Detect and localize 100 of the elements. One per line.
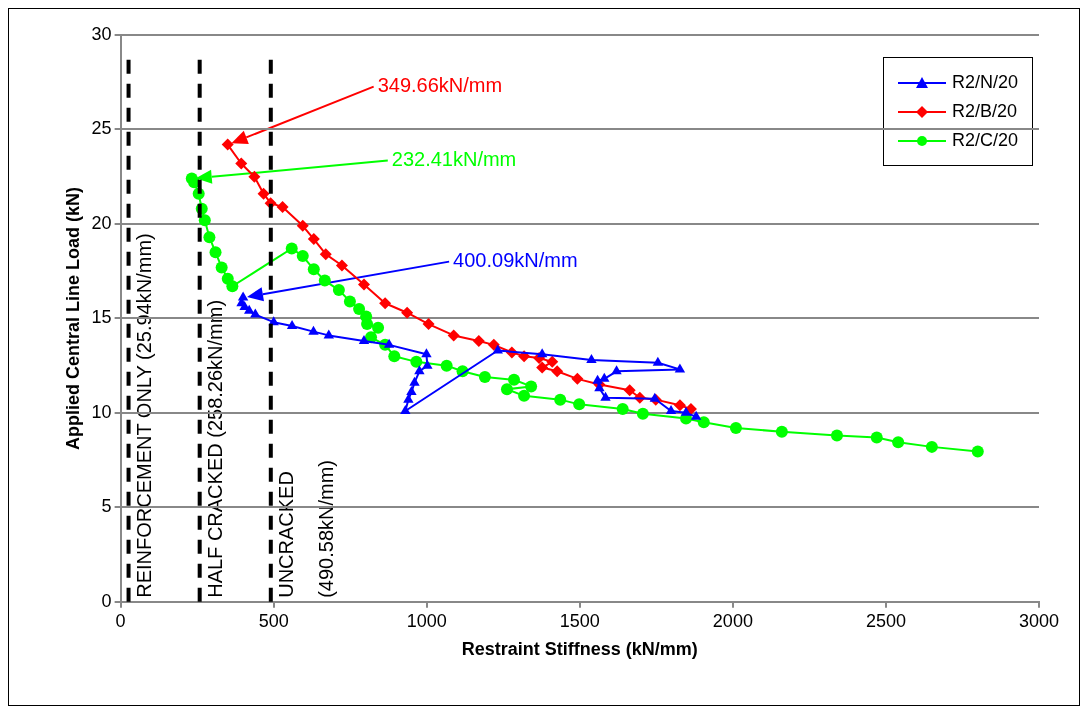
point <box>525 380 538 393</box>
point <box>447 329 460 342</box>
point <box>690 410 702 420</box>
point <box>680 406 692 416</box>
point <box>507 373 520 386</box>
point <box>971 445 984 458</box>
point <box>500 383 513 396</box>
x-tick-label: 1500 <box>559 610 600 631</box>
point <box>319 248 332 261</box>
point <box>198 214 211 227</box>
point <box>573 398 586 411</box>
point <box>518 389 531 402</box>
point <box>636 407 649 420</box>
point <box>409 376 420 386</box>
point <box>536 348 548 358</box>
annotation: 349.66kN/mm <box>377 73 503 96</box>
point <box>215 261 228 274</box>
point <box>296 219 309 232</box>
point <box>487 338 500 351</box>
point <box>307 233 320 246</box>
point <box>244 304 255 314</box>
point <box>248 170 261 183</box>
point <box>775 425 788 438</box>
x-axis-title: Restraint Stiffness (kN/mm) <box>461 639 698 660</box>
point <box>925 440 938 453</box>
y-tick-label: 5 <box>101 496 112 517</box>
point <box>226 280 239 293</box>
point <box>422 359 433 369</box>
point <box>379 297 392 310</box>
annotation: 232.41kN/mm <box>391 147 517 170</box>
point <box>332 284 345 297</box>
y-tick-label: 20 <box>91 212 112 233</box>
y-axis-title: Applied Central Line Load (kN) <box>62 186 83 450</box>
point <box>203 231 216 244</box>
point <box>892 436 905 449</box>
x-tick-label: 2500 <box>865 610 906 631</box>
point <box>318 274 331 287</box>
point <box>209 246 222 259</box>
point <box>422 318 435 331</box>
point <box>221 138 234 151</box>
point <box>357 278 370 291</box>
point <box>406 386 417 396</box>
point <box>410 355 423 368</box>
point <box>729 421 742 434</box>
legend-label: R2/C/20 <box>951 130 1018 151</box>
legend-label: R2/B/20 <box>951 101 1017 122</box>
point <box>343 295 356 308</box>
point <box>870 431 883 444</box>
ref-line-label: HALF CRACKED (258.26kN/mm) <box>203 299 226 598</box>
point <box>554 393 567 406</box>
y-tick-label: 15 <box>91 307 112 328</box>
point <box>536 361 549 374</box>
point <box>388 350 401 363</box>
point <box>478 370 491 383</box>
point <box>652 356 664 366</box>
point <box>674 363 686 373</box>
point <box>383 338 395 348</box>
point <box>286 319 298 329</box>
point <box>551 365 564 378</box>
point <box>665 404 677 414</box>
point <box>257 187 270 200</box>
point <box>372 321 385 334</box>
y-tick-label: 0 <box>101 590 112 611</box>
point <box>697 416 710 429</box>
point <box>285 242 298 255</box>
point <box>308 325 319 335</box>
point <box>358 335 370 345</box>
x-tick-label: 2000 <box>712 610 753 631</box>
point <box>421 348 432 358</box>
x-tick-label: 500 <box>258 610 289 631</box>
point <box>599 372 610 382</box>
point <box>440 359 453 372</box>
ref-line-label: UNCRACKED (490.58kN/mm) <box>275 459 338 598</box>
point <box>335 259 348 272</box>
legend-label: R2/N/20 <box>951 72 1018 93</box>
point <box>400 404 411 414</box>
point <box>401 306 414 319</box>
point <box>276 200 289 213</box>
point <box>546 355 559 368</box>
x-tick-label: 0 <box>115 610 126 631</box>
point <box>616 403 629 416</box>
point <box>353 302 366 315</box>
point <box>414 365 425 375</box>
point <box>611 365 622 375</box>
point <box>361 318 374 331</box>
point <box>492 344 503 354</box>
point <box>649 392 661 402</box>
point <box>586 353 597 363</box>
point <box>250 308 261 318</box>
point <box>592 374 603 384</box>
point <box>235 157 248 170</box>
point <box>623 384 636 397</box>
y-tick-label: 10 <box>91 401 112 422</box>
ref-line-label: REINFORCEMENT ONLY (25.94kN/mm) <box>132 233 155 598</box>
point <box>296 250 309 263</box>
point <box>307 263 320 276</box>
point <box>673 399 686 412</box>
point <box>472 335 485 348</box>
point <box>600 391 611 401</box>
point <box>594 382 605 392</box>
